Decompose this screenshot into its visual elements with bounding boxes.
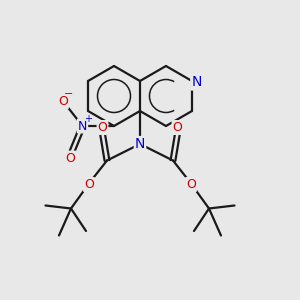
Text: +: + — [85, 114, 92, 124]
Text: N: N — [135, 137, 145, 151]
Text: −: − — [64, 88, 73, 99]
Text: N: N — [78, 119, 87, 133]
Text: O: O — [98, 121, 107, 134]
Text: O: O — [84, 178, 94, 191]
Text: O: O — [58, 95, 68, 108]
Text: O: O — [66, 152, 75, 165]
Text: N: N — [191, 76, 202, 89]
Text: O: O — [186, 178, 196, 191]
Text: O: O — [172, 121, 182, 134]
